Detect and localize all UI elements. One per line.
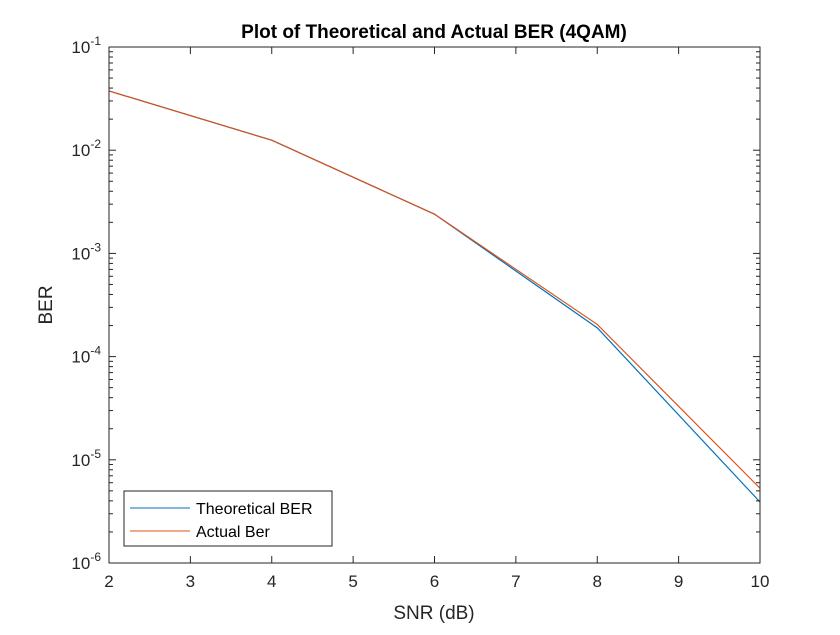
y-tick-label-3: 10-3: [71, 240, 101, 263]
y-tick-label-4: 10-2: [71, 137, 101, 160]
ticks-layer: 2 3 4 5 6 7 8 9 10 10-6 10-5 10-4 10-3 10-2 10-1: [71, 34, 769, 591]
chart-title: Plot of Theoretical and Actual BER (4QAM…: [241, 22, 627, 43]
legend-label-theoretical: Theoretical BER: [196, 501, 313, 518]
x-tick-label-2: 4: [267, 572, 276, 591]
y-tick-label-0: 10-6: [71, 550, 101, 573]
y-axis-label: BER: [36, 285, 57, 324]
legend-label-actual: Actual Ber: [196, 524, 270, 541]
x-axis-label: SNR (dB): [393, 603, 474, 624]
series-line-0: [108, 90, 761, 503]
series-layer: [108, 90, 761, 503]
x-tick-label-8: 10: [751, 572, 770, 591]
y-tick-label-5: 10-1: [71, 34, 101, 57]
y-tick-label-1: 10-5: [71, 447, 101, 470]
x-tick-label-6: 8: [593, 572, 602, 591]
x-tick-label-3: 5: [348, 572, 357, 591]
x-tick-label-1: 3: [186, 572, 195, 591]
plot-area-frame: [108, 46, 761, 564]
legend-box: [123, 490, 333, 547]
series-line-1: [108, 90, 761, 489]
legend: Theoretical BER Actual Ber: [123, 490, 333, 547]
x-tick-label-7: 9: [674, 572, 683, 591]
x-tick-label-0: 2: [104, 572, 113, 591]
x-tick-label-5: 7: [511, 572, 520, 591]
y-tick-label-2: 10-4: [71, 344, 101, 367]
x-tick-label-4: 6: [430, 572, 439, 591]
